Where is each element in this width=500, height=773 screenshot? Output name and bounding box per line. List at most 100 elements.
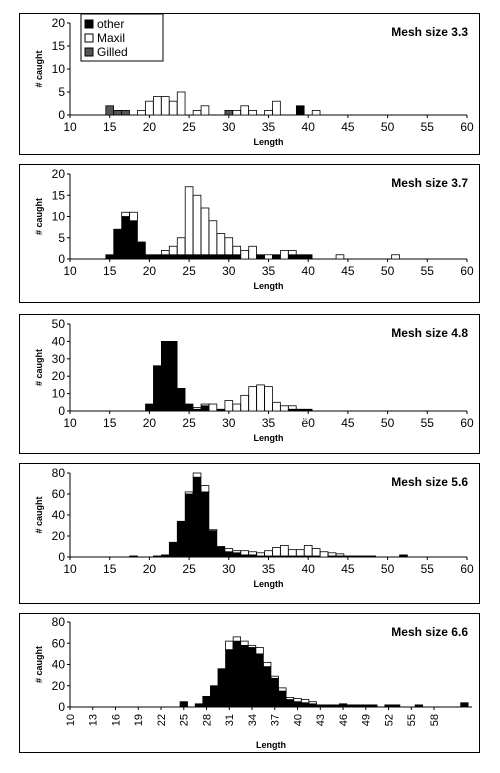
bar-maxil-31 (232, 245, 242, 256)
bar-maxil-22 (160, 96, 170, 116)
bar-other-26 (192, 254, 202, 260)
bar-maxil-36 (263, 661, 272, 668)
bar-maxil-27 (200, 403, 210, 407)
bar-maxil-29 (216, 233, 226, 256)
y-tick-label: 20 (52, 369, 66, 383)
x-tick-label: 49 (361, 714, 373, 726)
x-tick-label: 22 (156, 714, 168, 726)
x-tick-label: 31 (224, 714, 236, 726)
y-axis-label: # caught (34, 349, 44, 386)
x-axis-label: Length (254, 579, 284, 589)
bar-maxil-33 (240, 640, 249, 646)
bar-other-49 (361, 704, 370, 708)
bar-maxil-26 (192, 194, 202, 256)
bar-maxil-23 (168, 245, 178, 256)
legend-swatch-other (84, 19, 94, 29)
x-tick-label: 60 (460, 562, 474, 576)
x-axis-label: Length (254, 433, 284, 443)
bar-other-40 (293, 701, 302, 708)
chart-svg-4: 0 20 40 60 80 10 15 20 25 30 35 40 45 50 55 60 Length # c… (34, 466, 474, 589)
bar-maxil-33 (248, 245, 257, 260)
bar-maxil-37 (280, 405, 289, 412)
bar-maxil-38 (278, 687, 287, 692)
bar-maxil-25 (184, 186, 194, 256)
chart-title: Mesh size 6.6 (391, 625, 468, 639)
bar-other-25 (179, 701, 188, 708)
y-tick-label: 5 (58, 85, 65, 99)
chart-svg-5: 0 20 40 60 80 10 13 16 19 22 25 28 31 34 37 40 43 46 49 52 5… (34, 615, 472, 750)
bar-maxil-38 (288, 549, 297, 557)
chart-title: Mesh size 3.7 (391, 176, 468, 190)
bar-maxil-33 (248, 551, 257, 556)
legend-label-gilled: Gilled (97, 45, 128, 59)
x-tick-label: 35 (262, 562, 276, 576)
x-tick-label: 50 (381, 264, 395, 278)
bar-other-45 (343, 555, 353, 558)
bar-other-29 (209, 685, 219, 708)
x-tick-label: 25 (182, 120, 196, 134)
bar-other-32 (232, 640, 241, 708)
bar-other-30 (217, 668, 226, 708)
bar-maxil-30 (224, 548, 234, 553)
chart-title: Mesh size 5.6 (391, 475, 468, 489)
x-tick-label: 37 (270, 714, 282, 726)
bar-maxil-24 (176, 237, 186, 256)
y-tick-label: 20 (52, 16, 66, 30)
x-tick-label: 35 (262, 264, 276, 278)
bar-other-41 (301, 702, 310, 708)
x-tick-label: 15 (103, 416, 117, 430)
y-tick-label: 10 (52, 210, 66, 224)
bar-maxil-32 (240, 394, 249, 412)
x-tick-label: 15 (103, 264, 117, 278)
x-tick-label: 45 (341, 264, 355, 278)
bar-maxil-39 (295, 549, 305, 557)
bar-other-39 (295, 254, 305, 260)
x-tick-label: 55 (421, 264, 435, 278)
chart-panel-2: 0 5 10 15 20 10 15 20 25 30 35 40 45 50 55 60 Length # ca… (19, 164, 480, 303)
bar-maxil-28 (208, 403, 218, 412)
bar-maxil-41 (301, 699, 310, 704)
x-tick-label: 55 (406, 714, 418, 726)
bar-maxil-37 (270, 675, 279, 679)
x-tick-label: 60 (460, 264, 474, 278)
bar-maxil-37 (280, 250, 289, 260)
y-tick-label: 0 (58, 252, 65, 266)
bar-other-53 (392, 704, 401, 708)
bar-other-27 (194, 703, 204, 708)
bar-maxil-38 (288, 405, 297, 410)
bar-maxil-27 (200, 207, 210, 256)
y-tick-label: 10 (52, 387, 66, 401)
legend-swatch-maxil (84, 33, 94, 43)
bar-other-22 (160, 340, 170, 412)
x-tick-label: 60 (460, 416, 474, 430)
bar-other-28 (208, 530, 218, 558)
bar-maxil-36 (272, 547, 281, 557)
bar-maxil-36 (272, 401, 281, 412)
x-tick-label: 60 (460, 120, 474, 134)
bar-other-34 (247, 647, 257, 708)
bar-other-38 (288, 254, 297, 260)
x-tick-label: 10 (63, 264, 77, 278)
bar-other-20 (145, 403, 154, 412)
y-tick-label: 15 (52, 188, 66, 202)
bar-maxil-37 (280, 545, 289, 557)
x-tick-label: 25 (182, 264, 196, 278)
x-tick-label: 20 (143, 264, 157, 278)
bar-other-40 (303, 408, 313, 412)
bar-other-48 (354, 704, 363, 708)
y-tick-label: 20 (52, 529, 66, 543)
bar-maxil-28 (208, 220, 218, 256)
bar-gilled-16 (113, 110, 122, 116)
bar-other-30 (224, 254, 234, 260)
bar-maxil-27 (200, 105, 210, 116)
x-tick-label: 40 (302, 120, 316, 134)
bar-maxil-41 (311, 548, 321, 557)
x-axis-label: Length (254, 281, 284, 291)
bar-maxil-31 (232, 403, 242, 412)
bar-other-46 (338, 703, 348, 708)
x-tick-label: ё0 (302, 416, 316, 430)
y-tick-label: 0 (58, 700, 65, 714)
chart-svg-2: 0 5 10 15 20 10 15 20 25 30 35 40 45 50 55 60 Length # ca… (34, 167, 474, 291)
bar-other-38 (278, 690, 287, 708)
bar-maxil-36 (272, 100, 281, 116)
